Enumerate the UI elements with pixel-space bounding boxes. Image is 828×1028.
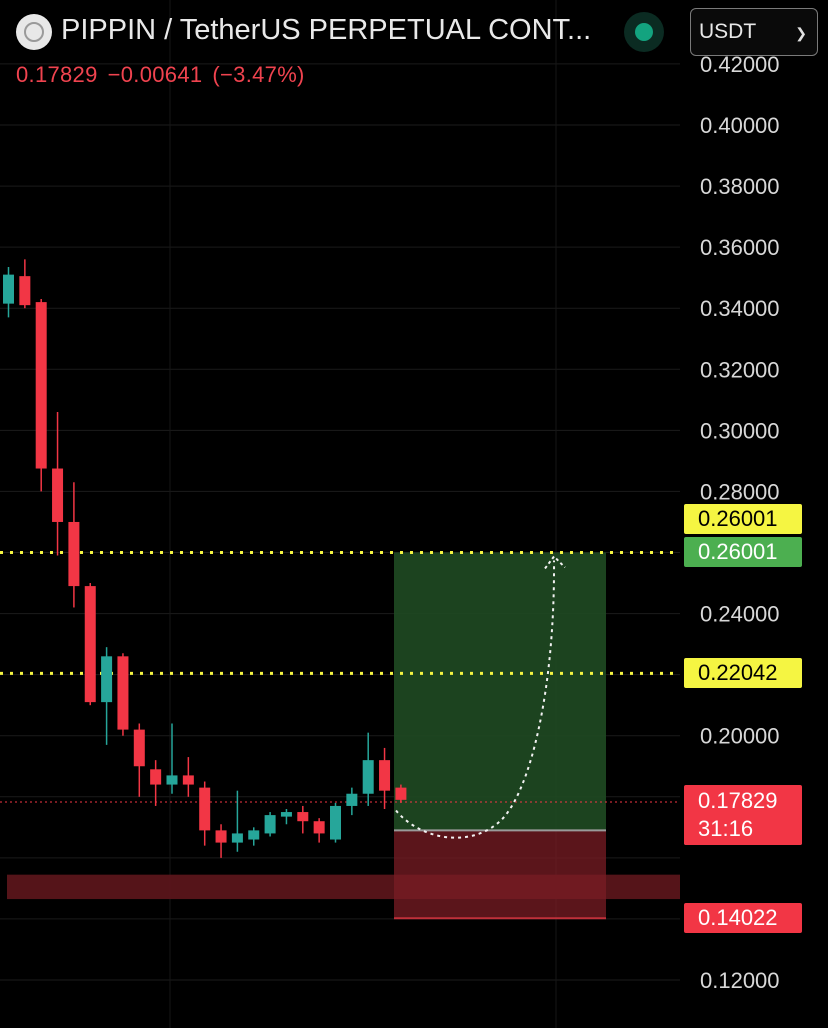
projection-arrow [395,554,566,839]
axis-tick-label: 0.28000 [700,479,780,504]
symbol-title[interactable]: PIPPIN / TetherUS PERPETUAL CONT... [61,14,592,46]
candle-body [215,830,227,843]
price-tag: 0.14022 [684,903,802,934]
candle [3,266,14,318]
axis-tick-label: 0.34000 [700,296,780,321]
candle [101,647,113,745]
candle [182,757,194,797]
price-axis[interactable]: 0.42000 0.40000 0.38000 0.36000 0.34000 0.320… [700,52,780,993]
grid-lines [0,0,680,1028]
axis-tick-label: 0.20000 [700,724,780,749]
candle [199,781,211,846]
candle-body [52,468,64,522]
candle [52,412,64,556]
loss-zone [394,830,606,919]
candle-body [68,521,80,587]
candle-body [199,787,211,831]
candle [297,805,309,834]
candle-body [264,815,276,834]
candle-body [101,656,113,703]
candle [35,299,47,492]
candle [362,732,374,806]
candle-body [231,833,243,843]
axis-tick-label: 0.42000 [700,52,780,77]
quote-line: 0.17829 −0.00641 (−3.47%) [16,62,315,88]
trade-zones [7,552,680,920]
candle-countdown: 31:16 [698,816,754,841]
candle [117,653,129,736]
currency-value: USDT [699,20,757,43]
candle [19,259,31,309]
candle-body [313,821,325,834]
last-price-tag-value: 0.17829 [698,788,778,813]
axis-tick-label: 0.36000 [700,235,780,260]
candle-body [19,276,31,306]
profit-zone [394,552,606,831]
candle [330,802,341,843]
market-status-icon[interactable] [624,12,664,52]
candle-body [166,775,178,785]
candle [280,808,292,825]
last-price-tag: 0.17829 31:16 [684,785,802,845]
candle-body [395,787,407,800]
candle-body [379,760,391,791]
candle-body [117,656,129,730]
candle-body [35,302,47,469]
candle [248,827,260,846]
pippin-logo-icon[interactable] [16,14,52,50]
candle [395,784,407,803]
axis-tick-label: 0.24000 [700,602,780,627]
candle [215,824,227,858]
candle [166,723,178,794]
candle-body [346,793,358,806]
candle-body [182,775,194,785]
candle [84,583,96,706]
candle [264,812,276,837]
candle-body [84,586,96,703]
chart-header: PIPPIN / TetherUS PERPETUAL CONT... [0,0,680,60]
price-change: −0.00641 [107,62,203,87]
candle-body [150,769,162,785]
price-change-percent: (−3.47%) [212,62,305,87]
candle-body [362,760,374,794]
candle [231,790,243,852]
axis-tick-label: 0.40000 [700,113,780,138]
projection-curve [395,560,556,839]
candle [313,818,325,843]
price-tag: 0.26001 [684,537,802,568]
chevron-down-icon: ❯ [795,25,807,41]
candle-body [330,805,341,840]
candle-body [3,274,14,304]
price-tag: 0.26001 [684,503,802,534]
candle [133,723,145,797]
candle [346,787,358,816]
axis-tick-label: 0.30000 [700,418,780,443]
arrow-head-icon [544,554,566,570]
price-tag: 0.22042 [684,658,802,689]
axis-tick-label: 0.38000 [700,174,780,199]
candle [68,482,80,608]
candle-body [248,830,260,840]
level-lines [0,550,680,803]
candle [379,747,391,809]
candle [150,760,162,806]
last-price: 0.17829 [16,62,98,87]
axis-tick-label: 0.32000 [700,357,780,382]
candle-body [133,729,145,767]
candle-body [297,812,309,822]
candle-body [280,812,292,817]
currency-select[interactable]: USDT ❯ [690,8,818,56]
candles [3,259,407,858]
axis-tick-label: 0.12000 [700,968,780,993]
